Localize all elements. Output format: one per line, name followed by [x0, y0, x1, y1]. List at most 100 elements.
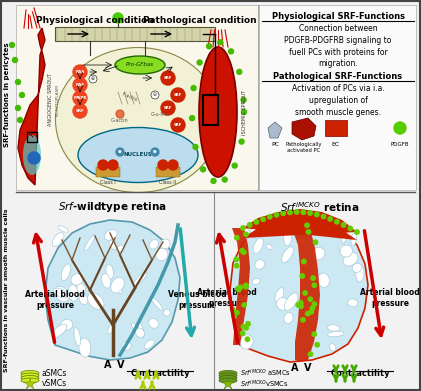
Circle shape	[229, 49, 234, 54]
Text: RAS: RAS	[75, 70, 85, 74]
Circle shape	[116, 110, 124, 118]
Ellipse shape	[106, 264, 113, 279]
Text: Connection between
PDGFB-PDGFRB signaling to
fuell PCs with proteins for
migrati: Connection between PDGFB-PDGFRB signalin…	[284, 24, 392, 68]
Circle shape	[300, 274, 304, 278]
Text: Pathological SRF-Functions: Pathological SRF-Functions	[273, 72, 402, 81]
Circle shape	[312, 302, 317, 306]
Polygon shape	[268, 122, 282, 138]
Text: PC: PC	[271, 142, 279, 147]
Ellipse shape	[340, 245, 352, 257]
Bar	[203, 95, 218, 125]
Ellipse shape	[53, 288, 68, 298]
Ellipse shape	[23, 135, 41, 175]
Ellipse shape	[253, 238, 263, 253]
Circle shape	[234, 257, 239, 262]
Ellipse shape	[116, 287, 123, 294]
Circle shape	[73, 78, 87, 92]
Circle shape	[244, 326, 248, 330]
Ellipse shape	[88, 293, 104, 309]
Circle shape	[200, 167, 205, 172]
Circle shape	[274, 213, 279, 217]
Circle shape	[302, 259, 306, 264]
Polygon shape	[230, 216, 368, 362]
Circle shape	[189, 116, 195, 120]
Circle shape	[303, 291, 307, 295]
Text: Activation of PCs via i.a.
upregulation of
smooth muscle genes.: Activation of PCs via i.a. upregulation …	[292, 84, 384, 117]
Ellipse shape	[136, 328, 144, 337]
Ellipse shape	[298, 239, 307, 246]
Text: ISCHEMIC SPROUT: ISCHEMIC SPROUT	[242, 90, 248, 135]
Circle shape	[234, 310, 239, 315]
Circle shape	[151, 91, 159, 99]
Text: RAF: RAF	[75, 83, 85, 87]
Ellipse shape	[77, 283, 86, 294]
Ellipse shape	[21, 373, 39, 378]
Ellipse shape	[266, 244, 272, 249]
Circle shape	[294, 210, 299, 214]
Ellipse shape	[149, 240, 159, 249]
Text: SRF: SRF	[174, 93, 182, 97]
Circle shape	[309, 310, 314, 314]
Circle shape	[234, 235, 239, 240]
Ellipse shape	[115, 56, 165, 74]
Circle shape	[151, 148, 159, 156]
Circle shape	[234, 264, 239, 268]
Text: SRF: SRF	[164, 106, 172, 110]
Text: SRF-functions in pericytes: SRF-functions in pericytes	[4, 43, 10, 147]
Ellipse shape	[131, 323, 139, 332]
Ellipse shape	[277, 298, 289, 310]
Ellipse shape	[330, 344, 336, 351]
Circle shape	[168, 160, 178, 170]
Bar	[16, 5, 259, 190]
Text: Pathological condition: Pathological condition	[143, 16, 257, 25]
Ellipse shape	[284, 313, 293, 324]
Text: $\it{Srf}$-wildtype retina: $\it{Srf}$-wildtype retina	[59, 200, 168, 214]
Circle shape	[242, 109, 247, 115]
Text: Class I: Class I	[100, 180, 116, 185]
Circle shape	[308, 211, 312, 215]
Circle shape	[158, 160, 168, 170]
Ellipse shape	[21, 371, 39, 375]
Circle shape	[16, 106, 21, 111]
Circle shape	[13, 57, 18, 63]
Ellipse shape	[111, 277, 124, 293]
Circle shape	[242, 303, 246, 307]
Ellipse shape	[163, 309, 171, 316]
Text: SRF: SRF	[174, 123, 182, 127]
Ellipse shape	[318, 273, 330, 287]
Bar	[96, 167, 120, 177]
Text: A: A	[291, 363, 299, 373]
Polygon shape	[18, 28, 45, 185]
Circle shape	[237, 69, 242, 74]
Ellipse shape	[219, 375, 237, 380]
Ellipse shape	[74, 328, 80, 346]
Circle shape	[241, 97, 246, 102]
Text: ⊖: ⊖	[153, 93, 157, 97]
Circle shape	[193, 145, 198, 149]
Text: Pathologically
activated PC: Pathologically activated PC	[286, 142, 322, 153]
Ellipse shape	[250, 227, 258, 237]
Circle shape	[211, 178, 216, 183]
Circle shape	[207, 44, 212, 49]
Circle shape	[308, 352, 313, 356]
Circle shape	[306, 311, 310, 316]
Circle shape	[261, 217, 265, 221]
Text: EC: EC	[332, 142, 340, 147]
Polygon shape	[45, 220, 180, 360]
Circle shape	[236, 287, 240, 291]
Bar	[259, 5, 416, 190]
Circle shape	[341, 223, 346, 227]
Circle shape	[218, 40, 223, 45]
Text: A: A	[104, 360, 112, 370]
Circle shape	[355, 230, 359, 234]
Bar	[55, 27, 215, 41]
Text: aSMCs: aSMCs	[42, 368, 67, 377]
Ellipse shape	[54, 286, 69, 302]
Circle shape	[301, 317, 305, 322]
Circle shape	[18, 118, 22, 122]
Ellipse shape	[356, 265, 364, 282]
Circle shape	[230, 307, 235, 312]
Ellipse shape	[339, 245, 346, 252]
Ellipse shape	[219, 378, 237, 383]
Circle shape	[268, 215, 272, 219]
